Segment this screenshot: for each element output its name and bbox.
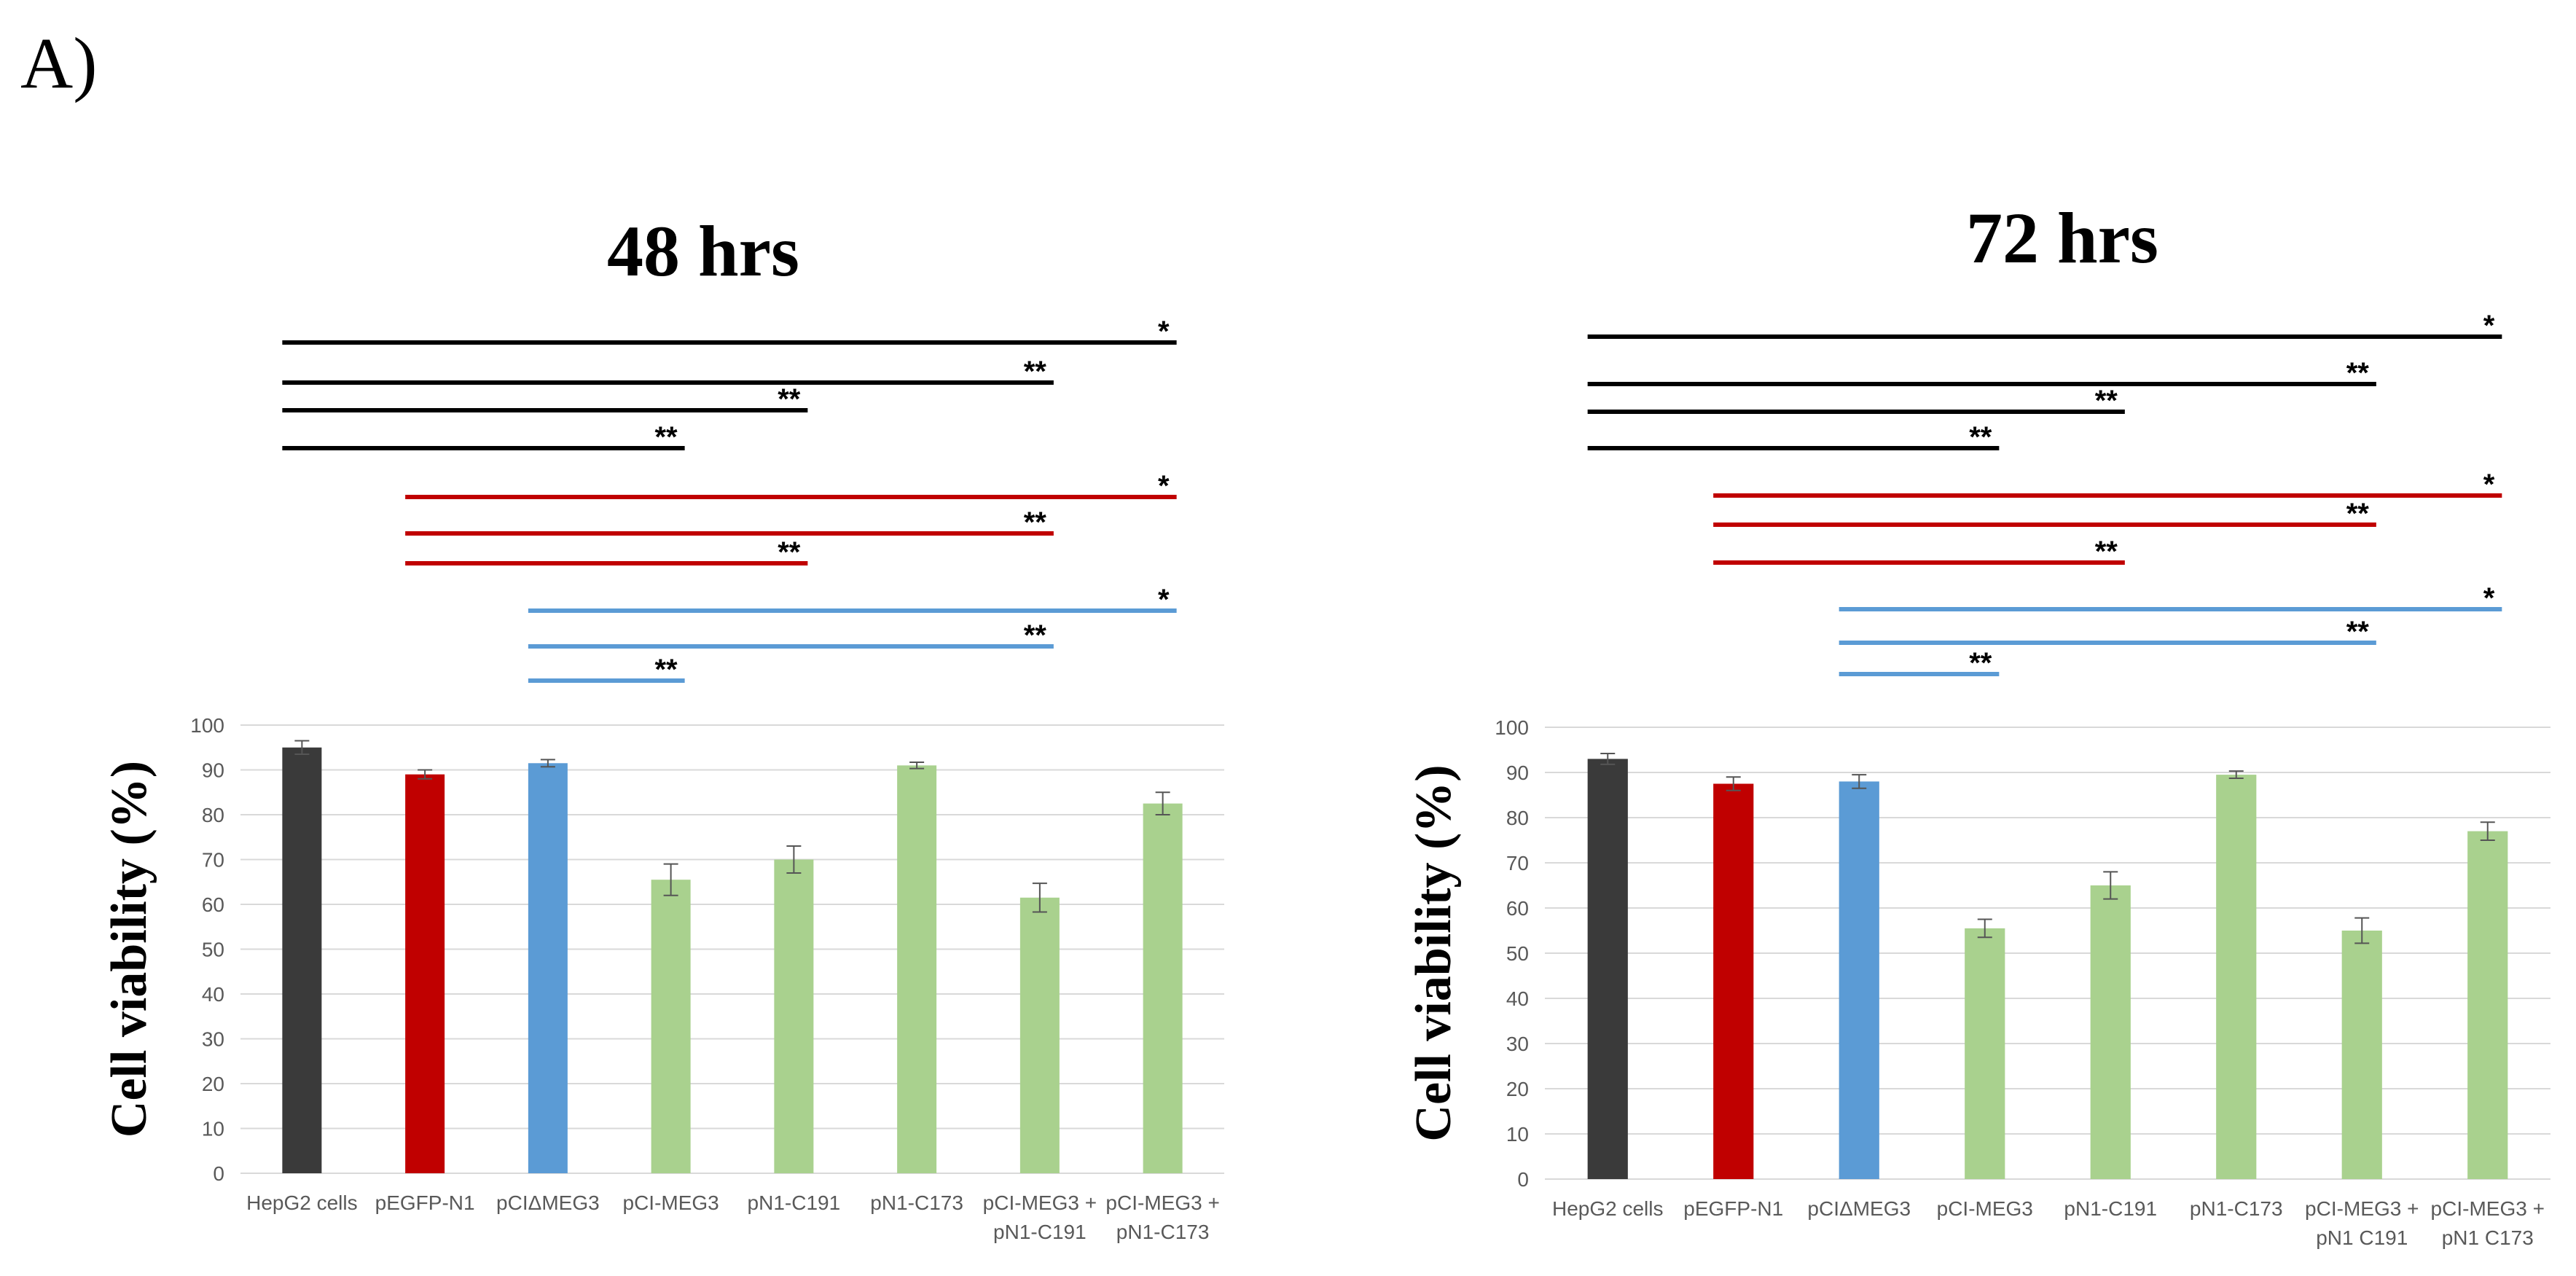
x-tick-label: pCI-MEG3 + xyxy=(2431,1197,2545,1220)
significance-label: ** xyxy=(778,383,801,415)
x-tick-label: pCI-MEG3 + xyxy=(983,1191,1097,1214)
x-tick-label: pN1-C191 xyxy=(993,1221,1087,1243)
x-tick-label: pCI-MEG3 xyxy=(1937,1197,2033,1220)
significance-label: ** xyxy=(654,654,678,686)
x-tick-label: pCI-MEG3 + xyxy=(2305,1197,2419,1220)
y-tick-label: 20 xyxy=(202,1073,224,1095)
bar xyxy=(2341,931,2382,1179)
y-tick-label: 20 xyxy=(1506,1078,1529,1100)
x-tick-label: pCI-MEG3 xyxy=(623,1191,719,1214)
significance-label: ** xyxy=(2346,616,2370,648)
bar xyxy=(1839,781,1879,1179)
bar xyxy=(528,763,568,1173)
bar xyxy=(1143,803,1183,1173)
significance-label: ** xyxy=(1024,506,1047,539)
figure-panel-label: A) xyxy=(20,23,98,103)
y-tick-label: 30 xyxy=(1506,1033,1529,1055)
significance-label: ** xyxy=(1969,421,1992,453)
significance-label: ** xyxy=(1024,619,1047,651)
bar xyxy=(405,774,445,1173)
bar xyxy=(2090,885,2131,1179)
x-tick-label: pCIΔMEG3 xyxy=(496,1191,600,1214)
y-tick-label: 70 xyxy=(1506,852,1529,874)
chart-title: 48 hrs xyxy=(607,211,799,291)
x-tick-label: pN1-C191 xyxy=(2064,1197,2157,1220)
y-tick-label: 10 xyxy=(1506,1123,1529,1146)
bar xyxy=(282,747,322,1173)
y-tick-label: 0 xyxy=(1517,1168,1529,1191)
y-tick-label: 50 xyxy=(1506,942,1529,965)
y-tick-label: 100 xyxy=(1495,716,1529,739)
y-tick-label: 0 xyxy=(213,1162,224,1185)
x-tick-label: pN1-C173 xyxy=(1116,1221,1210,1243)
y-tick-label: 60 xyxy=(202,893,224,916)
bar xyxy=(774,859,814,1173)
x-tick-label: pN1-C191 xyxy=(748,1191,841,1214)
significance-label: * xyxy=(2483,469,2495,501)
significance-label: ** xyxy=(1024,356,1047,388)
chart-72hrs: 72 hrs Cell viability (%) 0 10 20 30 40 50 60 70 8… xyxy=(1406,197,2550,1249)
x-tick-label: pN1 C191 xyxy=(2316,1226,2408,1249)
bar xyxy=(651,880,691,1173)
y-tick-label: 80 xyxy=(202,804,224,826)
y-tick-label: 60 xyxy=(1506,897,1529,920)
x-tick-label: pN1-C173 xyxy=(2190,1197,2283,1220)
significance-label: * xyxy=(2483,310,2495,342)
y-tick-label: 80 xyxy=(1506,807,1529,829)
significance-label: * xyxy=(2483,582,2495,614)
y-tick-label: 70 xyxy=(202,849,224,872)
bar xyxy=(2216,775,2257,1179)
significance-label: ** xyxy=(778,536,801,568)
y-tick-label: 40 xyxy=(202,983,224,1006)
y-tick-label: 50 xyxy=(202,939,224,961)
x-tick-label: pN1 C173 xyxy=(2442,1226,2534,1249)
bar xyxy=(1587,759,1628,1179)
y-tick-label: 90 xyxy=(1506,762,1529,784)
x-tick-label: HepG2 cells xyxy=(1552,1197,1664,1220)
y-tick-label: 100 xyxy=(190,714,224,737)
bar xyxy=(897,765,937,1173)
significance-label: ** xyxy=(2346,357,2370,389)
y-axis-label: Cell viability (%) xyxy=(1406,764,1462,1141)
bar xyxy=(2467,831,2508,1179)
x-tick-label: pEGFP-N1 xyxy=(1683,1197,1783,1220)
x-tick-label: HepG2 cells xyxy=(246,1191,358,1214)
x-tick-label: pCIΔMEG3 xyxy=(1807,1197,1911,1220)
significance-label: ** xyxy=(2095,536,2118,568)
x-tick-label: pN1-C173 xyxy=(870,1191,963,1214)
y-tick-label: 30 xyxy=(202,1028,224,1051)
significance-label: * xyxy=(1158,584,1170,616)
chart-title: 72 hrs xyxy=(1966,197,2158,278)
bar xyxy=(1713,783,1754,1179)
significance-label: * xyxy=(1158,470,1170,502)
bar xyxy=(1019,897,1060,1173)
y-axis-label: Cell viability (%) xyxy=(101,761,157,1138)
significance-label: ** xyxy=(654,421,678,453)
y-tick-label: 10 xyxy=(202,1118,224,1140)
chart-48hrs: 48 hrs Cell viability (%) 0 10 20 30 40 50 60 70 8… xyxy=(101,211,1224,1243)
x-tick-label: pEGFP-N1 xyxy=(375,1191,475,1214)
significance-label: * xyxy=(1158,316,1170,348)
significance-label: ** xyxy=(2095,385,2118,417)
x-tick-label: pCI-MEG3 + xyxy=(1105,1191,1219,1214)
bar xyxy=(1965,928,2005,1179)
y-tick-label: 40 xyxy=(1506,987,1529,1010)
y-tick-label: 90 xyxy=(202,759,224,782)
significance-label: ** xyxy=(1969,647,1992,679)
significance-label: ** xyxy=(2346,498,2370,530)
